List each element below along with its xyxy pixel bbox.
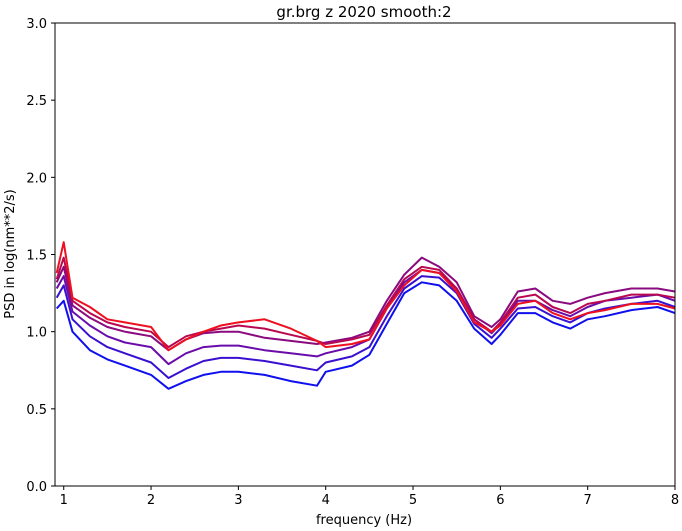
y-tick-label: 1.0 (26, 326, 47, 341)
y-tick-label: 2.5 (26, 94, 47, 109)
series-line-5 (55, 256, 676, 349)
x-tick-label: 7 (584, 493, 592, 508)
x-tick-label: 4 (322, 493, 330, 508)
x-tick-label: 2 (147, 493, 155, 508)
y-axis: 0.0 0.5 1.0 1.5 2.0 2.5 3.0 (26, 17, 55, 495)
series-line-4 (55, 256, 676, 352)
x-axis: 1 2 3 4 5 6 7 8 (60, 486, 679, 508)
x-tick-label: 1 (60, 493, 68, 508)
y-tick-label: 2.0 (26, 171, 47, 186)
plot-frame (54, 22, 676, 487)
y-tick-label: 3.0 (26, 17, 47, 32)
plot-lines (55, 241, 676, 390)
x-tick-label: 6 (496, 493, 504, 508)
y-tick-label: 1.5 (26, 249, 47, 264)
series-line-6 (55, 241, 676, 352)
x-tick-label: 8 (671, 493, 679, 508)
x-axis-label: frequency (Hz) (316, 513, 412, 528)
y-tick-label: 0.0 (26, 480, 47, 495)
x-tick-label: 5 (409, 493, 417, 508)
y-axis-label: PSD in log(nm**2/s) (3, 189, 18, 319)
series-line-2 (55, 275, 676, 379)
y-tick-label: 0.5 (26, 403, 47, 418)
series-line-1 (55, 281, 676, 390)
chart-title: gr.brg z 2020 smooth:2 (276, 3, 451, 21)
x-tick-label: 3 (234, 493, 242, 508)
